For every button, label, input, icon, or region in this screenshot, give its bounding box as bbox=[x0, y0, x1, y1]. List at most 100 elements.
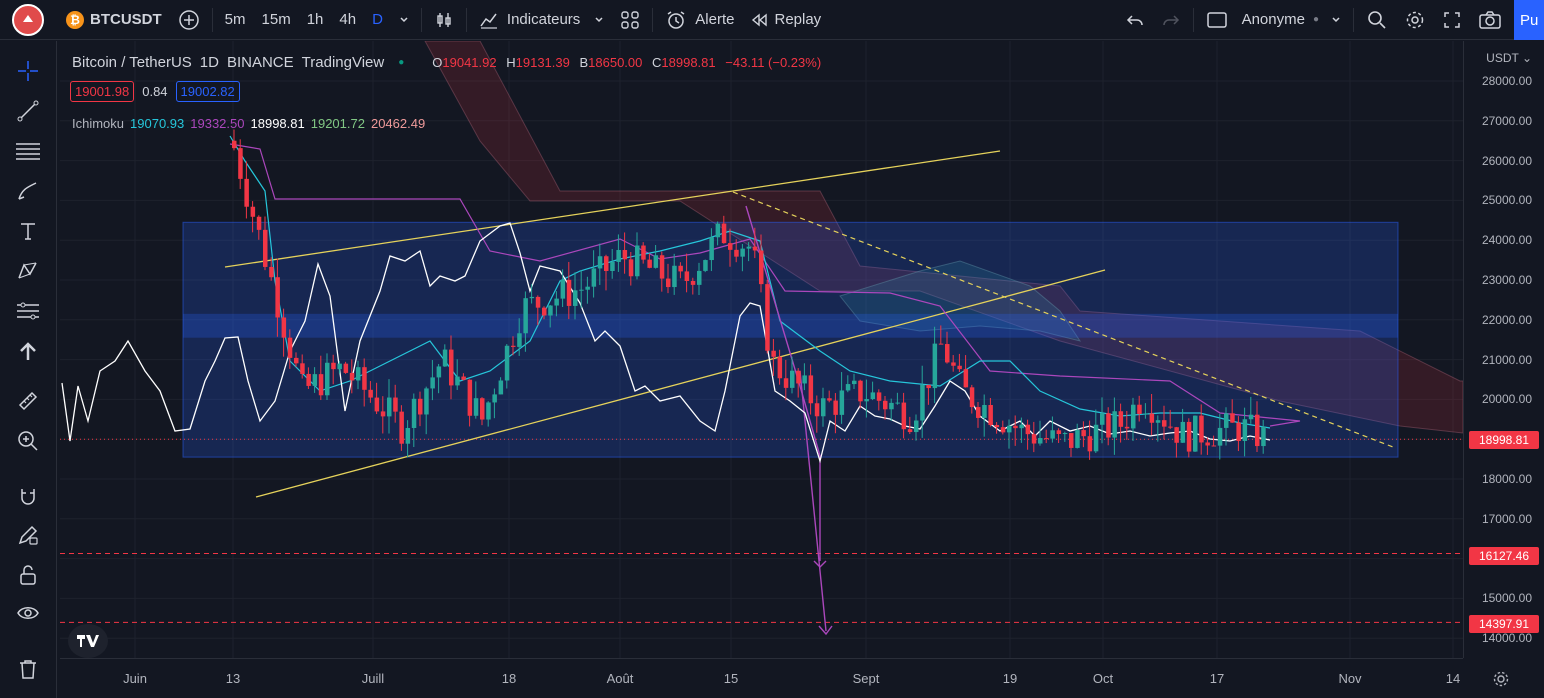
prediction-tool[interactable] bbox=[14, 297, 42, 325]
candle-body bbox=[1124, 426, 1130, 429]
legend-symbol-title[interactable]: Bitcoin / TetherUS bbox=[72, 54, 192, 71]
interval-5m[interactable]: 5m bbox=[224, 11, 246, 28]
brush-tool[interactable] bbox=[14, 177, 42, 205]
candle-body bbox=[920, 384, 925, 421]
candle-body bbox=[238, 148, 243, 179]
alert-button[interactable]: Alerte bbox=[657, 0, 742, 40]
chevron-down-icon bbox=[1332, 16, 1340, 22]
indicators-button[interactable]: Indicateurs bbox=[471, 0, 612, 40]
interval-4h[interactable]: 4h bbox=[339, 11, 357, 28]
magnet-tool[interactable] bbox=[14, 483, 42, 511]
zoom-tool[interactable] bbox=[14, 427, 42, 455]
publish-button[interactable]: Pu bbox=[1514, 0, 1544, 40]
candle-body bbox=[256, 216, 262, 230]
candle-body bbox=[1062, 433, 1068, 435]
time-axis[interactable]: Juin 13 Juill 18 Août 15 Sept 19 Oct 17 Nov 14 bbox=[60, 658, 1509, 698]
interval-1d[interactable]: D bbox=[372, 11, 383, 28]
fullscreen-button[interactable] bbox=[1434, 0, 1470, 40]
arrow-up-icon bbox=[20, 342, 36, 360]
axis-settings-icon[interactable] bbox=[1492, 670, 1510, 688]
delete-tool[interactable] bbox=[14, 655, 42, 683]
candle-body bbox=[529, 296, 535, 299]
layout-button[interactable]: Anonyme ● bbox=[1198, 0, 1349, 40]
interval-1h[interactable]: 1h bbox=[306, 11, 324, 28]
trendline-tool[interactable] bbox=[14, 97, 42, 125]
settings-button[interactable] bbox=[1396, 0, 1434, 40]
undo-button[interactable] bbox=[1117, 0, 1153, 40]
candle-body bbox=[1081, 430, 1086, 437]
symbol-search[interactable]: ₿ BTCUSDT bbox=[58, 0, 170, 40]
candle-body bbox=[672, 265, 677, 288]
redo-button[interactable] bbox=[1153, 0, 1189, 40]
crosshair-tool[interactable] bbox=[14, 57, 42, 85]
text-tool[interactable] bbox=[14, 217, 42, 245]
legend-timeframe: 1D bbox=[199, 54, 219, 71]
stay-drawing-tool[interactable] bbox=[14, 521, 42, 549]
user-avatar-logo[interactable] bbox=[12, 3, 44, 36]
candle-body bbox=[269, 266, 274, 278]
candle-body bbox=[535, 296, 541, 308]
price-axis-label: 15000.00 bbox=[1481, 591, 1532, 606]
candle-body bbox=[374, 397, 380, 412]
ichimoku-lagging: 18998.81 bbox=[250, 116, 305, 131]
alarm-clock-icon bbox=[667, 10, 685, 29]
bid-price-button[interactable]: 19001.98 bbox=[70, 81, 135, 102]
arrow-tool[interactable] bbox=[14, 337, 42, 365]
candle-body bbox=[1044, 438, 1049, 440]
templates-button[interactable] bbox=[612, 0, 648, 40]
candle-body bbox=[852, 380, 857, 385]
fib-tool[interactable] bbox=[14, 137, 42, 165]
candle-body bbox=[1013, 425, 1018, 429]
candle-body bbox=[430, 377, 435, 389]
candle-body bbox=[678, 265, 683, 272]
candle-body bbox=[473, 398, 479, 416]
redo-icon bbox=[1162, 14, 1179, 25]
candle-body bbox=[827, 398, 832, 401]
candle-body bbox=[436, 366, 442, 378]
candle-body bbox=[641, 245, 646, 260]
visibility-tool[interactable] bbox=[14, 599, 42, 627]
lock-tool[interactable] bbox=[14, 561, 42, 589]
ichimoku-base-line bbox=[229, 143, 1301, 427]
ohlc-low: 18650.00 bbox=[588, 55, 643, 70]
ichimoku-conversion: 19070.93 bbox=[130, 116, 185, 131]
candle-body bbox=[839, 390, 845, 415]
price-axis[interactable]: USDT ⌄ 28000.00 27000.00 26000.00 25000.00 2… bbox=[1463, 41, 1544, 658]
currency-selector[interactable]: USDT ⌄ bbox=[1486, 51, 1532, 65]
chart-type-button[interactable] bbox=[426, 0, 462, 40]
replay-button[interactable]: Replay bbox=[742, 0, 829, 40]
ichimoku-leading-b: 20462.49 bbox=[370, 116, 426, 131]
ichimoku-legend[interactable]: Ichimoku 19070.93 19332.50 18998.81 1920… bbox=[72, 116, 425, 131]
interval-15m[interactable]: 15m bbox=[261, 11, 291, 28]
candle-body bbox=[963, 369, 969, 388]
candle-body bbox=[1038, 438, 1043, 444]
tradingview-logo[interactable] bbox=[68, 624, 108, 658]
compare-add-button[interactable] bbox=[170, 0, 208, 40]
current-price-tag: 18998.81 bbox=[1469, 431, 1539, 449]
candle-body bbox=[790, 370, 795, 388]
interval-dropdown[interactable] bbox=[391, 0, 417, 40]
candle-body bbox=[1100, 413, 1105, 425]
chart-canvas[interactable] bbox=[60, 40, 1464, 658]
range-mid-band bbox=[183, 313, 1398, 338]
candle-body bbox=[951, 362, 956, 366]
candle-body bbox=[1143, 413, 1148, 415]
candle-body bbox=[343, 363, 349, 373]
ask-price-button[interactable]: 19002.82 bbox=[175, 81, 240, 102]
chart-pane[interactable] bbox=[60, 40, 1464, 658]
candle-body bbox=[287, 337, 293, 358]
candle-body bbox=[318, 374, 324, 396]
pattern-tool[interactable] bbox=[14, 257, 42, 285]
candle-body bbox=[294, 357, 299, 364]
time-axis-label: 17 bbox=[1209, 671, 1225, 686]
bitcoin-icon: ₿ bbox=[66, 10, 84, 29]
candle-body bbox=[349, 372, 355, 381]
candle-body bbox=[622, 250, 628, 260]
snapshot-button[interactable] bbox=[1470, 0, 1510, 40]
search-button[interactable] bbox=[1358, 0, 1396, 40]
alert-label: Alerte bbox=[695, 11, 735, 28]
measure-tool[interactable] bbox=[14, 387, 42, 415]
candle-body bbox=[1211, 445, 1217, 447]
price-axis-label: 22000.00 bbox=[1481, 312, 1532, 327]
candle-body bbox=[542, 307, 547, 316]
